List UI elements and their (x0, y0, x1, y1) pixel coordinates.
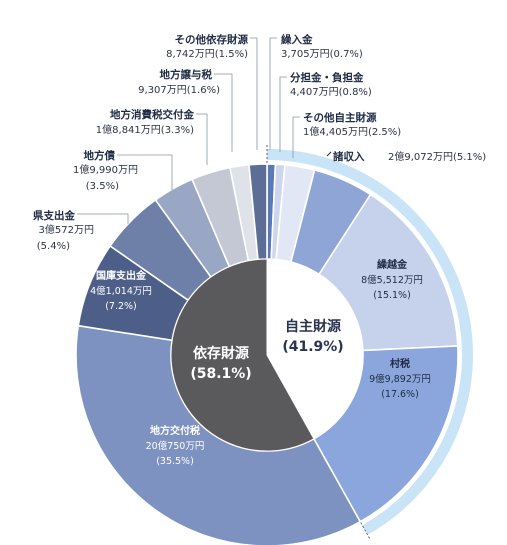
slice-label-2-name: 分担金・負担金 (290, 71, 364, 84)
slice-label-13-name: その他依存財源 (175, 33, 249, 46)
leader-line-9 (77, 213, 129, 224)
inner-group-2 (170, 258, 315, 452)
group-percent-dependent: (58.1%) (190, 366, 251, 382)
slice-label-1-both: 3,705万円(0.7%) (281, 49, 363, 60)
slice-layer (75, 163, 459, 545)
slice-label-9-name: 県支出金 (33, 209, 75, 222)
group-name-independent: 自主財源 (285, 318, 341, 335)
inner-ring (170, 258, 364, 452)
group-percent-independent: (41.9%) (282, 339, 343, 355)
slice-label-2-both: 4,407万円(0.8%) (290, 87, 372, 98)
slice-label-5-amount: 8億5,512万円 (361, 274, 423, 286)
leader-line-11 (196, 113, 208, 165)
leader-line-2 (279, 76, 287, 152)
leader-line-3 (292, 116, 300, 158)
slice-label-7-name: 地方交付税 (150, 424, 200, 437)
label-tick (326, 151, 332, 157)
inner-group-1 (266, 258, 364, 440)
slice-label-11-both: 1億8,841万円(3.3%) (96, 123, 194, 136)
slice-label-3-both: 1億4,405万円(2.5%) (303, 125, 401, 138)
slice-label-4-name: 諸収入 (333, 150, 365, 163)
slice-label-1-name: 繰入金 (281, 33, 313, 46)
leader-line-1 (269, 37, 277, 150)
slice-label-8-name: 国庫支出金 (96, 269, 147, 282)
slice-label-13-both: 8,742万円(1.5%) (166, 49, 248, 60)
slice-label-9-pct: (5.4%) (37, 241, 70, 252)
slice-label-11-name: 地方消費税交付金 (110, 108, 194, 121)
leader-line-13 (250, 37, 258, 150)
label-layer: 自主財源 (41.9%) 依存財源 (58.1%) 繰入金 3,705万円(0.7%) 分担… (33, 33, 486, 467)
slice-label-5-name: 繰越金 (377, 258, 408, 271)
slice-label-6-amount: 9億9,892万円 (369, 373, 431, 385)
slice-label-12-name: 地方譲与税 (160, 68, 213, 81)
group-name-dependent: 依存財源 (193, 345, 249, 362)
leader-line-12 (214, 73, 233, 152)
slice-label-3-name: その他自主財源 (303, 111, 377, 124)
slice-label-7-pct: (35.5%) (156, 456, 194, 467)
slice-label-9-amount: 3億572万円 (39, 223, 94, 236)
slice-label-5-pct: (15.1%) (373, 290, 411, 301)
slice-label-6-name: 村税 (390, 357, 410, 370)
slice-label-7-amount: 20億750万円 (146, 440, 205, 452)
slice-label-10-amount: 1億9,990万円 (73, 163, 138, 176)
slice-label-4-both: 2億9,072万円(5.1%) (388, 150, 486, 163)
slice-label-8-pct: (7.2%) (105, 301, 137, 312)
slice-label-10-name: 地方債 (84, 149, 116, 162)
slice-label-8-amount: 4億1,014万円 (90, 285, 152, 297)
slice-label-6-pct: (17.6%) (381, 389, 419, 400)
slice-label-10-pct: (3.5%) (86, 181, 119, 192)
leader-line-10 (117, 154, 173, 190)
slice-label-12-both: 9,307万円(1.6%) (138, 85, 220, 96)
